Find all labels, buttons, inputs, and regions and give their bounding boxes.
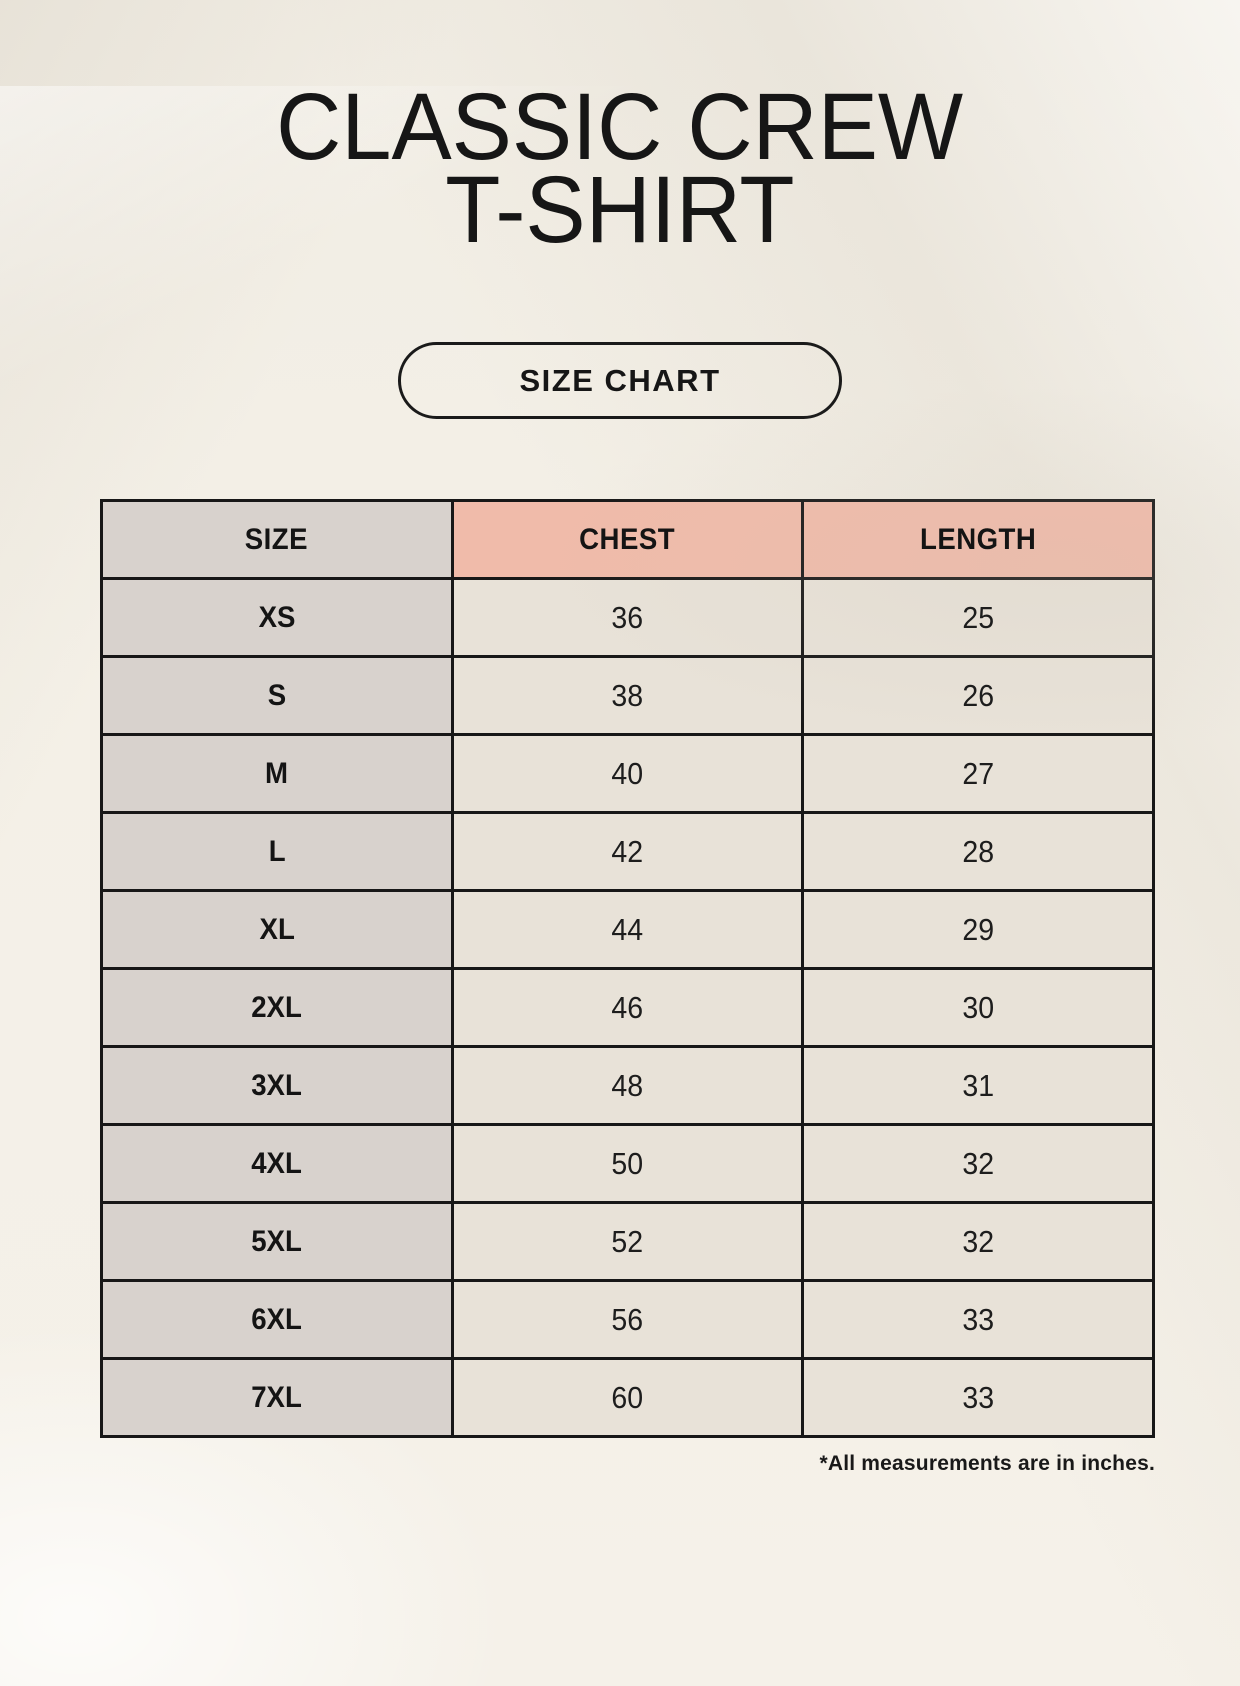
table-row: L 42 28: [100, 811, 1155, 892]
value-cell-label: 50: [611, 1145, 644, 1181]
value-cell: 30: [801, 967, 1155, 1048]
column-header-length-label: LENGTH: [920, 522, 1037, 556]
value-cell: 28: [801, 811, 1155, 892]
size-cell: L: [100, 811, 454, 892]
page-title-line2: T-SHIRT: [445, 157, 795, 263]
size-chart-button-row: SIZE CHART: [0, 342, 1240, 419]
value-cell-label: 32: [962, 1223, 995, 1259]
size-cell: S: [100, 655, 454, 736]
value-cell-label: 38: [611, 677, 644, 713]
table-row: 3XL 48 31: [100, 1045, 1155, 1126]
page-title-line1: CLASSIC CREW: [276, 74, 964, 180]
value-cell: 50: [450, 1123, 805, 1204]
size-chart-table: SIZE CHEST LENGTH XS 36 25 S 38 26 M 40 27 L 42 28 XL 44…: [100, 499, 1155, 1438]
value-cell: 26: [801, 655, 1155, 736]
value-cell: 48: [450, 1045, 805, 1126]
value-cell: 32: [801, 1123, 1155, 1204]
value-cell-label: 31: [962, 1067, 995, 1103]
value-cell: 36: [450, 577, 805, 658]
value-cell: 25: [801, 577, 1155, 658]
column-header-chest: CHEST: [450, 499, 805, 580]
size-cell-label: 4XL: [251, 1146, 303, 1180]
size-cell-label: S: [267, 678, 287, 712]
value-cell: 33: [801, 1279, 1155, 1360]
value-cell: 44: [450, 889, 805, 970]
size-cell: 4XL: [100, 1123, 454, 1204]
value-cell-label: 52: [611, 1223, 644, 1259]
value-cell-label: 33: [962, 1301, 995, 1337]
value-cell-label: 44: [611, 911, 644, 947]
size-cell-label: L: [268, 834, 286, 868]
size-cell-label: 6XL: [251, 1302, 303, 1336]
size-cell: 3XL: [100, 1045, 454, 1126]
value-cell-label: 26: [962, 677, 995, 713]
size-cell-label: XL: [259, 912, 295, 946]
value-cell-label: 46: [611, 989, 644, 1025]
value-cell-label: 28: [962, 833, 995, 869]
value-cell-label: 42: [611, 833, 644, 869]
value-cell-label: 33: [962, 1379, 995, 1415]
value-cell-label: 29: [962, 911, 995, 947]
value-cell: 40: [450, 733, 805, 814]
size-cell-label: 3XL: [251, 1068, 303, 1102]
table-row: 4XL 50 32: [100, 1123, 1155, 1204]
size-cell-label: M: [265, 756, 289, 790]
column-header-size: SIZE: [100, 499, 454, 580]
size-cell: 7XL: [100, 1357, 454, 1438]
value-cell-label: 60: [611, 1379, 644, 1415]
table-row: 6XL 56 33: [100, 1279, 1155, 1360]
size-cell-label: 2XL: [251, 990, 303, 1024]
table-header-row: SIZE CHEST LENGTH: [100, 499, 1155, 580]
column-header-size-label: SIZE: [245, 522, 309, 556]
table-row: 2XL 46 30: [100, 967, 1155, 1048]
value-cell-label: 30: [962, 989, 995, 1025]
size-cell: 6XL: [100, 1279, 454, 1360]
table-row: S 38 26: [100, 655, 1155, 736]
value-cell: 32: [801, 1201, 1155, 1282]
value-cell-label: 36: [611, 599, 644, 635]
value-cell-label: 56: [611, 1301, 644, 1337]
value-cell: 29: [801, 889, 1155, 970]
size-cell-label: 5XL: [251, 1224, 303, 1258]
value-cell-label: 27: [962, 755, 995, 791]
size-cell: 2XL: [100, 967, 454, 1048]
table-row: XS 36 25: [100, 577, 1155, 658]
table-row: M 40 27: [100, 733, 1155, 814]
size-cell: XS: [100, 577, 454, 658]
value-cell: 27: [801, 733, 1155, 814]
table-row: XL 44 29: [100, 889, 1155, 970]
size-cell: XL: [100, 889, 454, 970]
size-chart-button[interactable]: SIZE CHART: [398, 342, 842, 419]
value-cell-label: 32: [962, 1145, 995, 1181]
value-cell: 33: [801, 1357, 1155, 1438]
column-header-chest-label: CHEST: [579, 522, 676, 556]
size-cell: 5XL: [100, 1201, 454, 1282]
value-cell: 52: [450, 1201, 805, 1282]
value-cell: 38: [450, 655, 805, 736]
value-cell: 31: [801, 1045, 1155, 1126]
value-cell: 60: [450, 1357, 805, 1438]
column-header-length: LENGTH: [801, 499, 1155, 580]
size-cell-label: 7XL: [251, 1380, 303, 1414]
value-cell-label: 48: [611, 1067, 644, 1103]
measurements-footnote: *All measurements are in inches.: [819, 1452, 1155, 1475]
table-row: 5XL 52 32: [100, 1201, 1155, 1282]
value-cell-label: 25: [962, 599, 995, 635]
page-title: CLASSIC CREW T-SHIRT: [0, 74, 1240, 263]
size-cell: M: [100, 733, 454, 814]
value-cell: 42: [450, 811, 805, 892]
size-cell-label: XS: [258, 600, 296, 634]
value-cell: 56: [450, 1279, 805, 1360]
value-cell: 46: [450, 967, 805, 1048]
value-cell-label: 40: [611, 755, 644, 791]
table-row: 7XL 60 33: [100, 1357, 1155, 1438]
